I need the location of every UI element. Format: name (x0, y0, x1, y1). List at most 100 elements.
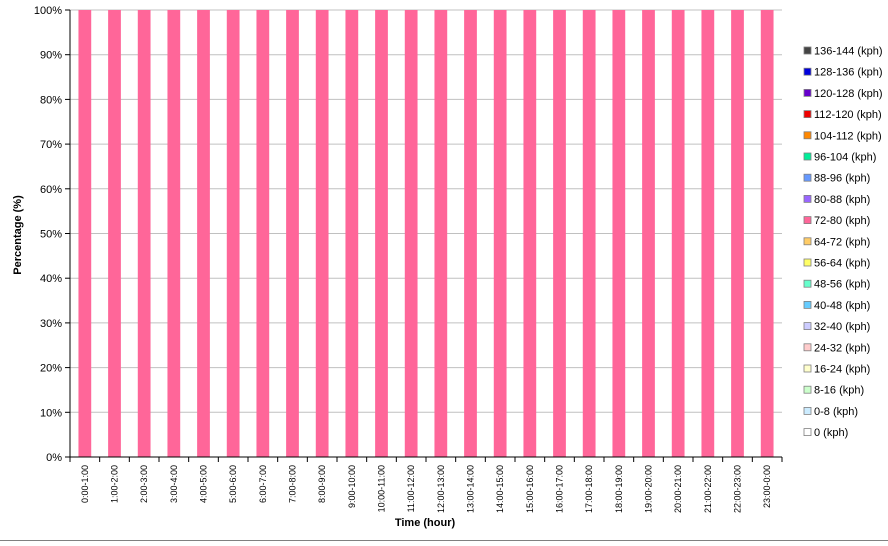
bar-segment (137, 10, 151, 457)
y-tick-label: 10% (40, 407, 62, 419)
x-tick-label: 3:00-4:00 (169, 465, 179, 503)
legend-swatch (803, 406, 812, 415)
y-tick-label: 100% (34, 5, 62, 17)
legend-swatch (803, 152, 812, 161)
bottom-divider (0, 540, 888, 541)
bar-segment (464, 10, 477, 457)
x-tick-label: 16:00-17:00 (555, 465, 565, 513)
legend-label: 112-120 (kph) (814, 109, 882, 121)
bar-segment (493, 10, 507, 457)
x-tick-label: 13:00-14:00 (466, 465, 476, 513)
legend-swatch (803, 216, 812, 225)
legend-item: 72-80 (kph) (803, 215, 870, 227)
legend-label: 128-136 (kph) (814, 67, 883, 79)
bar-segment (404, 10, 418, 457)
legend-swatch (803, 322, 812, 331)
legend-label: 16-24 (kph) (814, 364, 870, 376)
legend-swatch (803, 385, 812, 394)
legend-item: 0 (kph) (803, 427, 848, 439)
legend-item: 8-16 (kph) (803, 385, 864, 397)
legend-swatch (803, 300, 812, 309)
legend-item: 120-128 (kph) (803, 88, 883, 100)
legend-swatch (803, 343, 812, 352)
legend-swatch (803, 89, 812, 97)
legend-label: 88-96 (kph) (814, 173, 870, 185)
legend-item: 104-112 (kph) (803, 130, 882, 142)
legend-swatch (803, 258, 812, 267)
legend-swatch (803, 46, 812, 55)
legend-swatch (803, 237, 812, 246)
x-tick-label: 20:00-21:00 (673, 465, 683, 513)
legend-item: 64-72 (kph) (803, 236, 870, 248)
bar-segment (760, 10, 774, 457)
legend-label: 8-16 (kph) (814, 385, 864, 397)
x-tick-labels: 0:00-1:00 1:00-2:00 2:00-3:00 3:00-4:00 4:00… (80, 465, 772, 513)
legend-item: 128-136 (kph) (803, 67, 883, 79)
y-tick-label: 20% (40, 363, 62, 375)
y-tick-labels: 0% 10% 20% 30% 40% 50% 60% 70% 80% 90% 100% (34, 5, 62, 464)
x-tick-label: 0:00-1:00 (80, 465, 90, 503)
bar-segment (256, 10, 270, 457)
legend-label: 0 (kph) (814, 427, 848, 439)
legend-swatch (803, 67, 812, 76)
legend-label: 24-32 (kph) (814, 342, 870, 354)
x-tick-label: 21:00-22:00 (703, 465, 713, 513)
bar-segment (167, 10, 181, 457)
legend-swatch (803, 428, 812, 437)
y-tick-label: 80% (40, 94, 62, 106)
x-tick-label: 15:00-16:00 (525, 465, 535, 513)
bar-segment (701, 10, 715, 457)
gridlines (70, 9, 782, 413)
bar-segment (523, 10, 537, 457)
x-tick-label: 14:00-15:00 (495, 465, 505, 513)
legend-item: 24-32 (kph) (803, 342, 870, 354)
y-tick-label: 70% (40, 139, 62, 151)
x-tick-label: 18:00-19:00 (614, 465, 624, 513)
legend-item: 80-88 (kph) (803, 194, 870, 206)
legend-label: 96-104 (kph) (814, 152, 876, 164)
y-tick-label: 30% (40, 318, 62, 330)
legend-item: 112-120 (kph) (803, 109, 882, 121)
x-tick-label: 8:00-9:00 (317, 465, 327, 503)
legend-item: 56-64 (kph) (803, 258, 870, 270)
x-axis-title: Time (hour) (395, 517, 456, 529)
legend-swatch (803, 173, 812, 182)
legend-label: 64-72 (kph) (814, 236, 870, 248)
x-tick-label: 12:00-13:00 (436, 465, 446, 513)
y-tick-label: 0% (46, 452, 62, 464)
bar-segment (731, 10, 744, 457)
legend-swatch (803, 364, 812, 373)
bar-segment (434, 10, 448, 457)
bar-segment (197, 10, 210, 457)
legend-label: 104-112 (kph) (814, 130, 882, 142)
bar-segment (286, 10, 299, 457)
legend-label: 136-144 (kph) (814, 46, 883, 58)
y-tick-label: 60% (40, 184, 62, 196)
x-tick-label: 9:00-10:00 (347, 465, 357, 508)
bar-segment (345, 10, 359, 457)
legend-item: 88-96 (kph) (803, 173, 870, 185)
bar-segment (582, 10, 596, 457)
x-tick-label: 1:00-2:00 (110, 465, 120, 503)
legend-swatch (803, 279, 812, 288)
legend-label: 72-80 (kph) (814, 215, 870, 227)
legend-label: 56-64 (kph) (814, 258, 870, 270)
legend-item: 0-8 (kph) (803, 406, 858, 418)
x-tick-label: 7:00-8:00 (288, 465, 298, 503)
y-tick-label: 90% (40, 50, 62, 62)
legend-item: 16-24 (kph) (803, 364, 870, 376)
x-tick-label: 23:00-0:00 (762, 465, 772, 508)
legend-item: 136-144 (kph) (803, 46, 883, 58)
bar-segment (375, 10, 388, 457)
x-tick-label: 10:00-11:00 (377, 465, 387, 512)
x-tick-label: 22:00-23:00 (733, 465, 743, 513)
bar-segment (78, 10, 92, 457)
legend-label: 0-8 (kph) (814, 406, 858, 418)
legend-item: 96-104 (kph) (803, 152, 876, 164)
bar-segment (226, 10, 240, 457)
legend-item: 32-40 (kph) (803, 321, 870, 333)
bars (78, 10, 774, 457)
legend-item: 40-48 (kph) (803, 300, 870, 312)
y-axis-title: Percentage (%) (12, 195, 24, 275)
